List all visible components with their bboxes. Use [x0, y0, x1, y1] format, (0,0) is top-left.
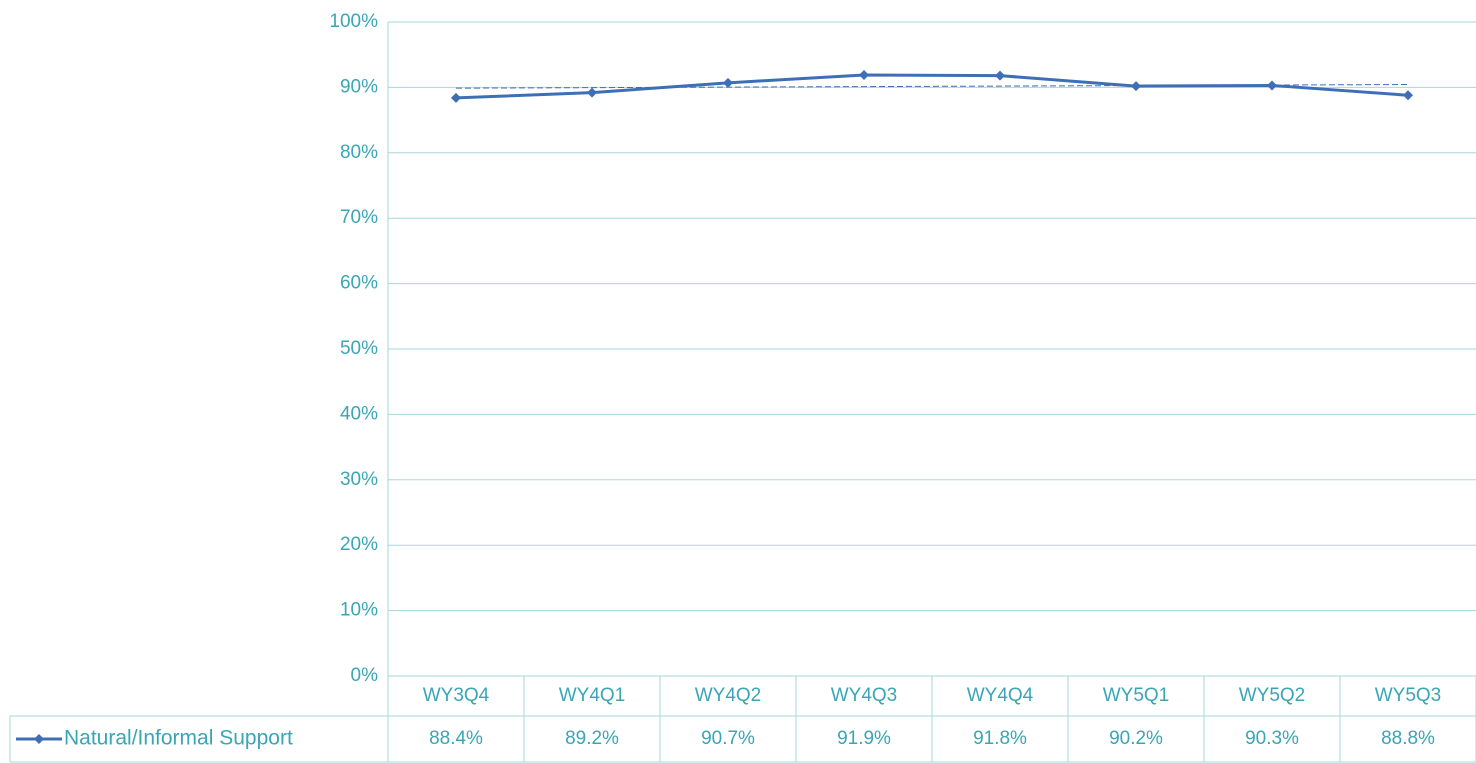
data-label: 88.4%: [429, 728, 483, 749]
y-tick-label: 0%: [351, 665, 379, 686]
x-tick-label: WY3Q4: [423, 685, 490, 706]
data-label: 90.7%: [701, 728, 755, 749]
data-label: 90.2%: [1109, 728, 1163, 749]
data-label: 91.9%: [837, 728, 891, 749]
y-tick-label: 100%: [329, 11, 378, 32]
marker: [1403, 90, 1413, 101]
data-label: 88.8%: [1381, 728, 1435, 749]
legend-label: Natural/Informal Support: [64, 727, 293, 750]
marker: [451, 92, 461, 103]
x-tick-label: WY5Q1: [1103, 685, 1170, 706]
y-tick-label: 90%: [340, 76, 378, 97]
y-tick-label: 30%: [340, 469, 378, 490]
marker: [995, 70, 1005, 81]
x-tick-label: WY4Q1: [559, 685, 626, 706]
series-line: [455, 73, 1409, 100]
x-tick-label: WY5Q2: [1239, 685, 1306, 706]
y-tick-label: 60%: [340, 273, 378, 294]
y-tick-label: 40%: [340, 403, 378, 424]
x-tick-label: WY4Q3: [831, 685, 898, 706]
y-tick-label: 50%: [340, 338, 378, 359]
data-label: 89.2%: [565, 728, 619, 749]
x-tick-label: WY5Q3: [1375, 685, 1442, 706]
marker: [587, 87, 597, 98]
marker: [723, 77, 733, 88]
marker: [1131, 81, 1141, 92]
data-label: 90.3%: [1245, 728, 1299, 749]
y-tick-label: 10%: [340, 600, 378, 621]
legend-marker: [34, 734, 44, 744]
marker: [1267, 80, 1277, 91]
x-tick-label: WY4Q4: [967, 685, 1034, 706]
marker: [859, 69, 869, 80]
y-tick-label: 70%: [340, 207, 378, 228]
data-label: 91.8%: [973, 728, 1027, 749]
y-tick-label: 80%: [340, 142, 378, 163]
x-tick-label: WY4Q2: [695, 685, 762, 706]
y-tick-label: 20%: [340, 534, 378, 555]
